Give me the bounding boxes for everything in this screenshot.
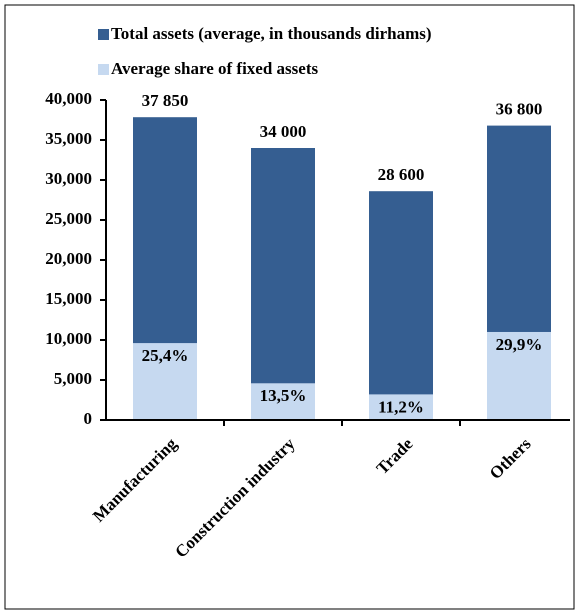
share-label: 29,9% xyxy=(496,335,543,354)
y-tick-label: 0 xyxy=(84,409,93,428)
x-tick-label: Others xyxy=(486,434,535,483)
legend-label: Total assets (average, in thousands dirh… xyxy=(111,24,432,43)
y-tick-label: 10,000 xyxy=(45,329,92,348)
chart-border xyxy=(4,4,575,610)
bar xyxy=(133,343,197,420)
y-tick-label: 15,000 xyxy=(45,289,92,308)
y-tick-label: 40,000 xyxy=(45,89,92,108)
bar xyxy=(369,394,433,420)
legend-swatch xyxy=(98,29,109,40)
x-tick-label: Trade xyxy=(373,434,417,478)
x-tick-label: Construction industry xyxy=(171,434,299,562)
value-label: 34 000 xyxy=(260,122,307,141)
y-tick-label: 20,000 xyxy=(45,249,92,268)
y-tick-label: 25,000 xyxy=(45,209,92,228)
share-label: 25,4% xyxy=(142,346,189,365)
bar xyxy=(369,191,433,420)
y-tick-label: 30,000 xyxy=(45,169,92,188)
share-label: 13,5% xyxy=(260,386,307,405)
legend-swatch xyxy=(98,64,109,75)
value-label: 37 850 xyxy=(142,91,189,110)
share-label: 11,2% xyxy=(378,397,424,416)
y-tick-label: 5,000 xyxy=(54,369,92,388)
bar xyxy=(251,383,315,420)
bar xyxy=(251,148,315,420)
x-tick-label: Manufacturing xyxy=(89,434,181,526)
legend-label: Average share of fixed assets xyxy=(111,59,318,78)
value-label: 28 600 xyxy=(378,165,425,184)
bar xyxy=(487,331,551,420)
value-label: 36 800 xyxy=(496,100,543,119)
y-tick-label: 35,000 xyxy=(45,129,92,148)
